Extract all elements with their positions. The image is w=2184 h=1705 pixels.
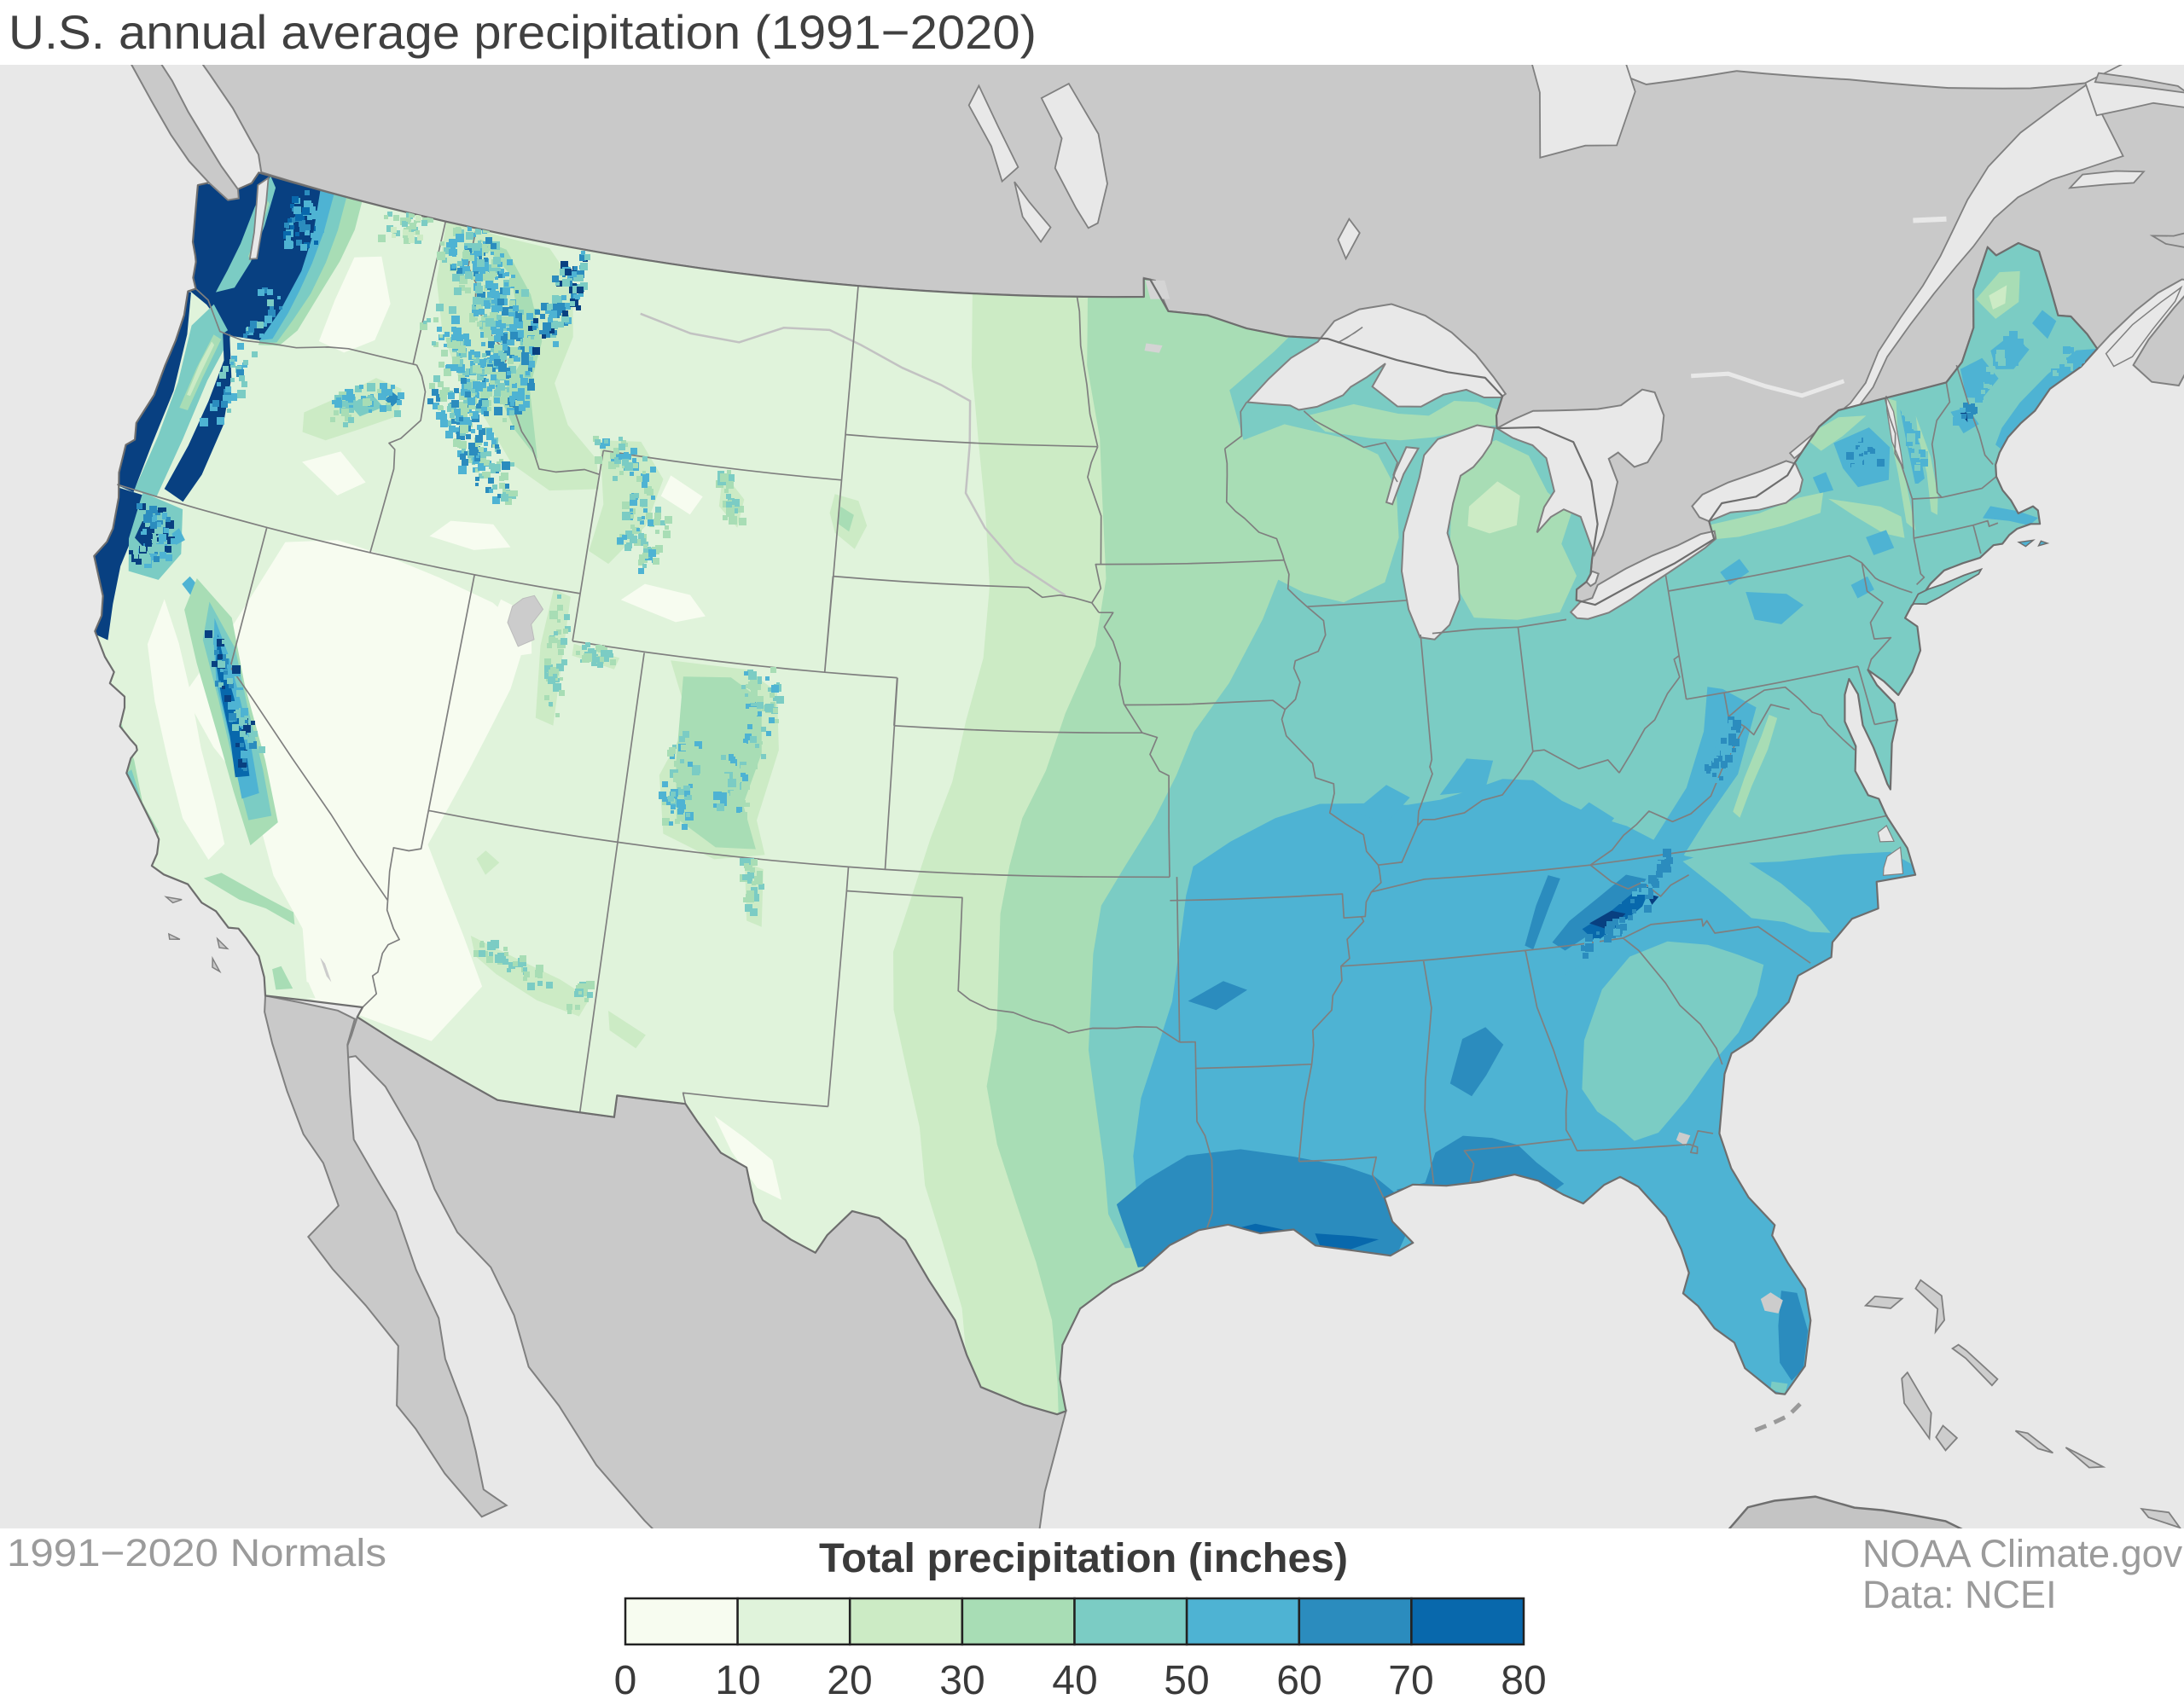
svg-text:70: 70 bbox=[1388, 1658, 1433, 1701]
svg-text:80: 80 bbox=[1501, 1658, 1546, 1701]
svg-text:Total precipitation (inches): Total precipitation (inches) bbox=[819, 1536, 1348, 1581]
svg-text:30: 30 bbox=[939, 1658, 985, 1701]
svg-text:NOAA Climate.gov: NOAA Climate.gov bbox=[1862, 1532, 2183, 1575]
svg-text:0: 0 bbox=[614, 1658, 637, 1701]
svg-text:1991−2020 Normals: 1991−2020 Normals bbox=[7, 1531, 386, 1575]
svg-text:50: 50 bbox=[1164, 1658, 1209, 1701]
svg-text:U.S. annual average precipitat: U.S. annual average precipitation (1991−… bbox=[9, 5, 1037, 59]
svg-text:60: 60 bbox=[1276, 1658, 1321, 1701]
svg-text:Data: NCEI: Data: NCEI bbox=[1862, 1573, 2057, 1616]
svg-text:10: 10 bbox=[715, 1658, 760, 1701]
svg-text:20: 20 bbox=[827, 1658, 872, 1701]
svg-text:40: 40 bbox=[1052, 1658, 1097, 1701]
